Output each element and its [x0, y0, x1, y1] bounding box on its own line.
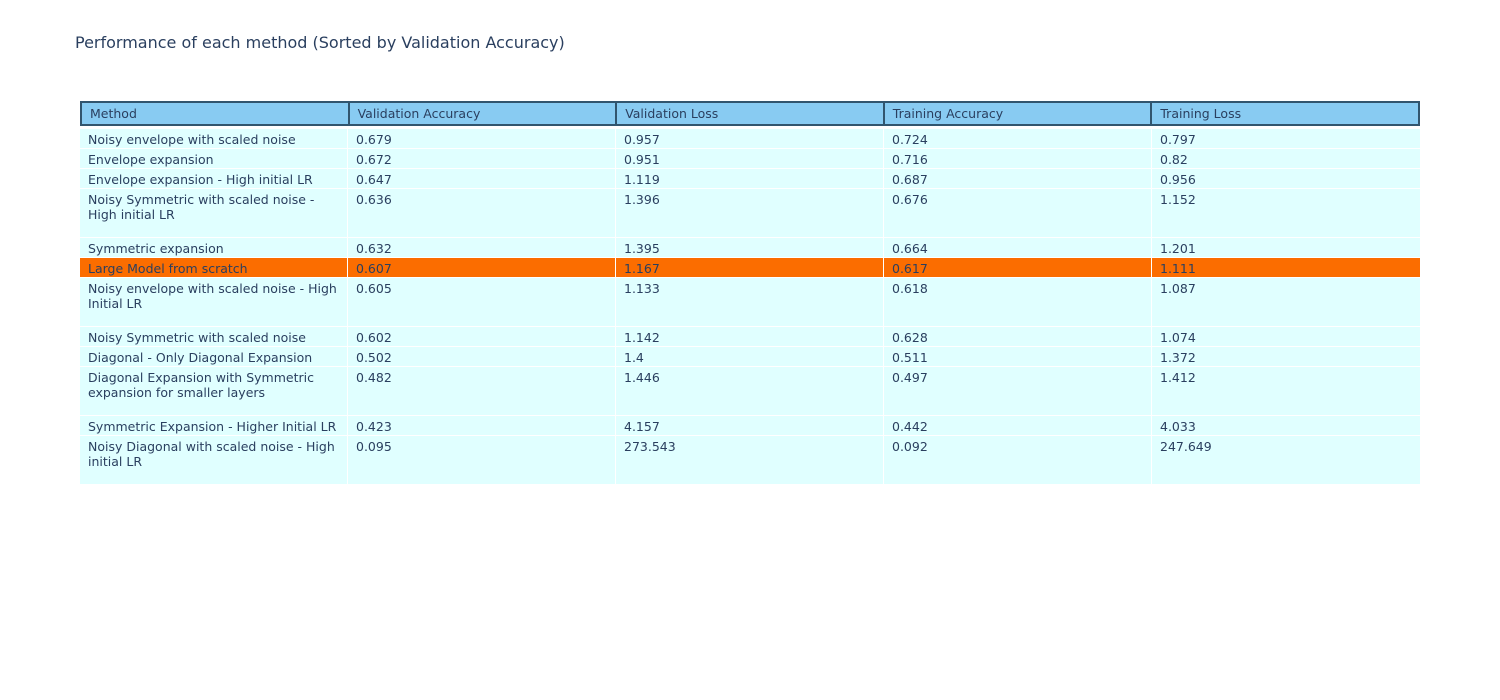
table-row: Diagonal Expansion with Symmetric expans…	[80, 367, 1420, 416]
cell-validation-accuracy[interactable]: 0.602	[348, 327, 616, 347]
cell-training-accuracy[interactable]: 0.618	[884, 278, 1152, 327]
cell-validation-loss[interactable]: 1.133	[616, 278, 884, 327]
cell-method[interactable]: Noisy Symmetric with scaled noise	[80, 327, 348, 347]
cell-method[interactable]: Noisy Diagonal with scaled noise - High …	[80, 436, 348, 485]
cell-validation-loss[interactable]: 1.142	[616, 327, 884, 347]
column-header-validation-loss: Validation Loss	[617, 103, 885, 124]
cell-validation-accuracy[interactable]: 0.607	[348, 258, 616, 278]
cell-validation-loss[interactable]: 273.543	[616, 436, 884, 485]
cell-training-loss[interactable]: 4.033	[1152, 416, 1420, 436]
cell-training-accuracy[interactable]: 0.687	[884, 169, 1152, 189]
cell-validation-loss[interactable]: 1.119	[616, 169, 884, 189]
cell-validation-accuracy[interactable]: 0.632	[348, 238, 616, 258]
column-header-training-loss: Training Loss	[1160, 106, 1242, 121]
cell-training-accuracy[interactable]: 0.716	[884, 149, 1152, 169]
cell-training-loss[interactable]: 1.372	[1152, 347, 1420, 367]
cell-training-loss[interactable]: 1.074	[1152, 327, 1420, 347]
cell-training-accuracy[interactable]: 0.617	[884, 258, 1152, 278]
table-row: Noisy envelope with scaled noise 0.679 0…	[80, 129, 1420, 149]
cell-training-accuracy[interactable]: 0.628	[884, 327, 1152, 347]
cell-training-loss[interactable]: 0.956	[1152, 169, 1420, 189]
cell-method[interactable]: Envelope expansion	[80, 149, 348, 169]
cell-training-loss[interactable]: 247.649	[1152, 436, 1420, 485]
cell-training-loss[interactable]: 1.152	[1152, 189, 1420, 238]
cell-validation-accuracy[interactable]: 0.482	[348, 367, 616, 416]
cell-method[interactable]: Noisy envelope with scaled noise - High …	[80, 278, 348, 327]
table-row: Symmetric expansion 0.632 1.395 0.664 1.…	[80, 238, 1420, 258]
cell-training-loss[interactable]: 1.111	[1152, 258, 1420, 278]
table-row-highlighted: Large Model from scratch 0.607 1.167 0.6…	[80, 258, 1420, 278]
cell-validation-accuracy[interactable]: 0.502	[348, 347, 616, 367]
cell-method[interactable]: Symmetric Expansion - Higher Initial LR	[80, 416, 348, 436]
column-header-training-accuracy: Training Accuracy	[885, 103, 1153, 124]
cell-validation-accuracy[interactable]: 0.672	[348, 149, 616, 169]
cell-training-accuracy[interactable]: 0.092	[884, 436, 1152, 485]
cell-method[interactable]: Diagonal - Only Diagonal Expansion	[80, 347, 348, 367]
cell-training-accuracy[interactable]: 0.724	[884, 129, 1152, 149]
cell-method[interactable]: Noisy Symmetric with scaled noise - High…	[80, 189, 348, 238]
cell-validation-loss[interactable]: 1.167	[616, 258, 884, 278]
table-body: Noisy envelope with scaled noise 0.679 0…	[80, 129, 1420, 485]
cell-validation-accuracy[interactable]: 0.679	[348, 129, 616, 149]
cell-training-accuracy[interactable]: 0.442	[884, 416, 1152, 436]
table-header-row: Method Validation Accuracy Validation Lo…	[80, 101, 1420, 126]
cell-validation-loss[interactable]: 1.396	[616, 189, 884, 238]
cell-validation-accuracy[interactable]: 0.636	[348, 189, 616, 238]
cell-validation-loss[interactable]: 1.446	[616, 367, 884, 416]
cell-training-loss[interactable]: 1.087	[1152, 278, 1420, 327]
performance-table: Method Validation Accuracy Validation Lo…	[80, 101, 1420, 485]
cell-training-accuracy[interactable]: 0.497	[884, 367, 1152, 416]
cell-training-accuracy[interactable]: 0.676	[884, 189, 1152, 238]
column-header-method: Method	[82, 103, 350, 124]
cell-method[interactable]: Envelope expansion - High initial LR	[80, 169, 348, 189]
table-row: Noisy envelope with scaled noise - High …	[80, 278, 1420, 327]
cell-method[interactable]: Symmetric expansion	[80, 238, 348, 258]
cell-training-accuracy[interactable]: 0.664	[884, 238, 1152, 258]
cell-validation-loss[interactable]: 4.157	[616, 416, 884, 436]
cell-validation-loss[interactable]: 1.4	[616, 347, 884, 367]
cell-method[interactable]: Large Model from scratch	[80, 258, 348, 278]
cell-validation-loss[interactable]: 0.957	[616, 129, 884, 149]
table-row: Envelope expansion 0.672 0.951 0.716 0.8…	[80, 149, 1420, 169]
table-row: Diagonal - Only Diagonal Expansion 0.502…	[80, 347, 1420, 367]
cell-validation-loss[interactable]: 1.395	[616, 238, 884, 258]
cell-validation-accuracy[interactable]: 0.095	[348, 436, 616, 485]
table-row: Noisy Symmetric with scaled noise 0.602 …	[80, 327, 1420, 347]
table-row: Symmetric Expansion - Higher Initial LR …	[80, 416, 1420, 436]
cell-validation-accuracy[interactable]: 0.605	[348, 278, 616, 327]
cell-training-loss[interactable]: 0.797	[1152, 129, 1420, 149]
table-row: Noisy Symmetric with scaled noise - High…	[80, 189, 1420, 238]
table-row: Noisy Diagonal with scaled noise - High …	[80, 436, 1420, 485]
table-row: Envelope expansion - High initial LR 0.6…	[80, 169, 1420, 189]
cell-training-loss[interactable]: 0.82	[1152, 149, 1420, 169]
page-title: Performance of each method (Sorted by Va…	[75, 33, 565, 52]
cell-validation-loss[interactable]: 0.951	[616, 149, 884, 169]
cell-training-loss[interactable]: 1.201	[1152, 238, 1420, 258]
cell-method[interactable]: Diagonal Expansion with Symmetric expans…	[80, 367, 348, 416]
cell-validation-accuracy[interactable]: 0.647	[348, 169, 616, 189]
cell-validation-accuracy[interactable]: 0.423	[348, 416, 616, 436]
cell-training-accuracy[interactable]: 0.511	[884, 347, 1152, 367]
cell-method[interactable]: Noisy envelope with scaled noise	[80, 129, 348, 149]
column-header-validation-accuracy: Validation Accuracy	[350, 103, 618, 124]
cell-training-loss[interactable]: 1.412	[1152, 367, 1420, 416]
